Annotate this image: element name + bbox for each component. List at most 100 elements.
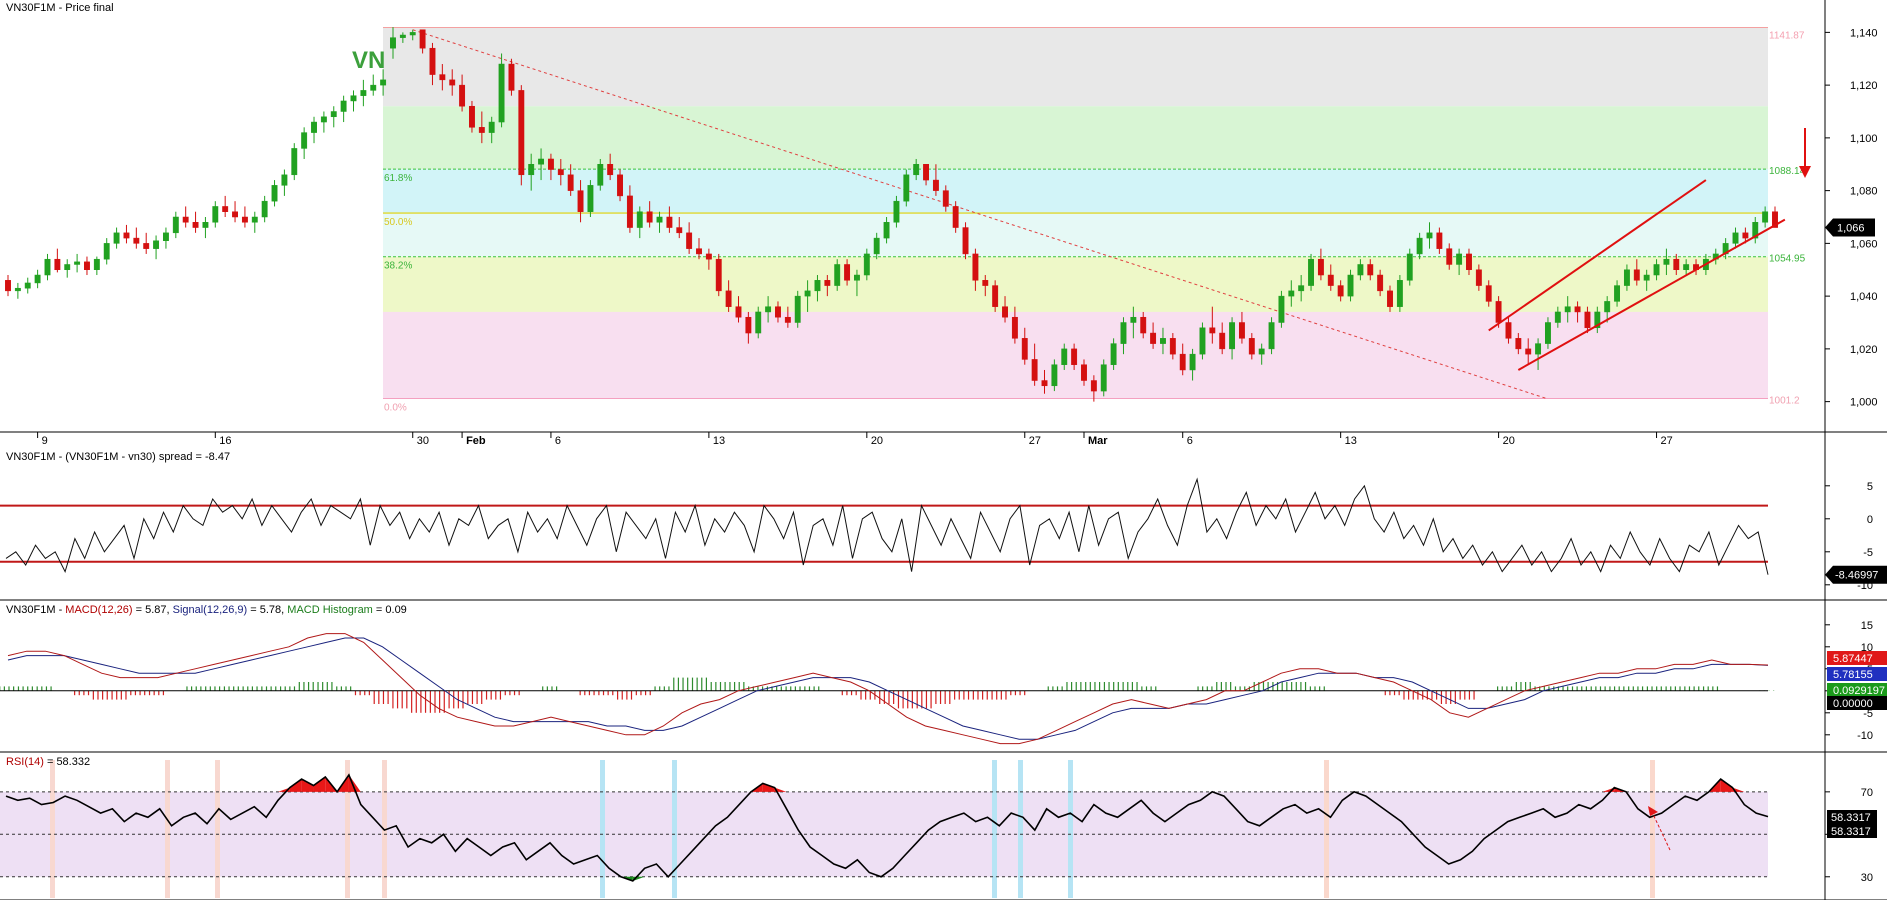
candle-body	[271, 185, 278, 202]
candle-body	[883, 222, 890, 239]
candle-body	[834, 264, 841, 286]
candle-body	[735, 306, 742, 318]
rsi-overbought-fill	[762, 783, 775, 792]
candle-body	[419, 29, 426, 49]
candle	[1268, 317, 1275, 355]
candle	[469, 100, 475, 133]
candle-body	[686, 232, 693, 249]
candle-body	[1189, 353, 1196, 371]
rsi-overbought-fill	[1720, 779, 1733, 792]
candle	[1021, 327, 1028, 365]
candle-body	[1071, 348, 1078, 365]
candle	[834, 259, 841, 291]
candle	[1278, 290, 1285, 328]
rsi-arrow-shaft	[1651, 811, 1671, 851]
rsi-overbought-fill	[289, 779, 302, 792]
candle	[696, 238, 702, 260]
candle	[103, 238, 110, 265]
rsi-overbought-fill	[313, 776, 326, 792]
candle-body	[1337, 285, 1344, 297]
candle	[172, 211, 179, 239]
candle	[1643, 269, 1650, 291]
candle	[1663, 248, 1670, 276]
candle-body	[775, 306, 781, 318]
y-tick-label: 1,100	[1850, 133, 1878, 145]
candle-body	[903, 174, 910, 202]
candle-body	[1209, 327, 1216, 334]
hist-title-value: = 0.09	[372, 604, 407, 616]
candle	[1752, 217, 1759, 244]
candle	[1762, 206, 1769, 228]
candle	[1396, 275, 1403, 312]
candle-body	[1179, 353, 1186, 371]
candle-body	[498, 63, 505, 123]
candle-body	[1298, 285, 1305, 292]
candle	[34, 269, 41, 289]
rsi-marker-stripe	[382, 760, 387, 898]
rsi-title-name: RSI(14)	[6, 756, 44, 768]
candle-body	[1347, 274, 1354, 297]
candle-body	[162, 232, 169, 241]
candle-body	[1090, 380, 1097, 392]
candle	[1683, 259, 1690, 276]
candle-body	[814, 280, 821, 292]
candle-body	[93, 258, 100, 271]
candle-body	[1150, 332, 1157, 344]
candle	[666, 206, 673, 233]
candle	[212, 201, 219, 228]
spread-last-label: -8.46997	[1835, 570, 1878, 582]
candle-body	[1426, 232, 1433, 239]
candle-body	[696, 248, 702, 255]
candle	[1090, 375, 1097, 402]
candle-body	[74, 261, 81, 265]
candle-body	[755, 311, 762, 334]
candle-body	[745, 316, 752, 334]
candle-body	[1772, 211, 1778, 228]
y-tick-label: 5	[1867, 481, 1873, 493]
candle	[577, 180, 584, 223]
candle-body	[1130, 316, 1137, 323]
y-tick-label: 10	[1861, 642, 1873, 654]
fib-value-label: 1001.2	[1769, 395, 1800, 406]
candle	[409, 29, 416, 41]
candle-body	[84, 261, 90, 270]
candle	[261, 195, 268, 223]
candle	[1051, 359, 1058, 392]
candle-body	[1574, 306, 1581, 313]
candle	[1011, 306, 1018, 344]
candle-body	[1219, 332, 1226, 350]
candle	[1298, 275, 1305, 302]
trendline-down	[412, 29, 1549, 400]
candle	[14, 282, 21, 299]
candle	[439, 64, 446, 91]
x-tick-label: Mar	[1088, 435, 1108, 447]
candle	[794, 290, 801, 328]
candle	[893, 195, 900, 228]
candle	[883, 217, 890, 244]
candle-body	[1564, 306, 1571, 313]
candle	[360, 79, 367, 107]
candle-body	[340, 100, 347, 112]
candle	[1505, 317, 1512, 344]
candle	[1426, 222, 1433, 249]
spread-line	[5, 477, 1769, 575]
candle	[64, 259, 71, 278]
candle-body	[1614, 285, 1621, 302]
x-tick-label: 6	[1187, 435, 1193, 447]
x-tick-label: 9	[42, 435, 48, 447]
candle-body	[1288, 290, 1295, 297]
candle	[1081, 359, 1087, 386]
candle-body	[1110, 343, 1117, 365]
candle-body	[1653, 264, 1660, 276]
candle-body	[1505, 322, 1512, 339]
candle	[1584, 306, 1591, 334]
rsi-marker-stripe	[1068, 760, 1073, 898]
candle-body	[488, 121, 495, 133]
candle-body	[1475, 269, 1482, 286]
candle-body	[103, 243, 110, 260]
candle-body	[350, 95, 357, 102]
macd-value-label: 5.87447	[1833, 653, 1873, 665]
candle-body	[1081, 364, 1087, 381]
candle-body	[942, 190, 949, 207]
